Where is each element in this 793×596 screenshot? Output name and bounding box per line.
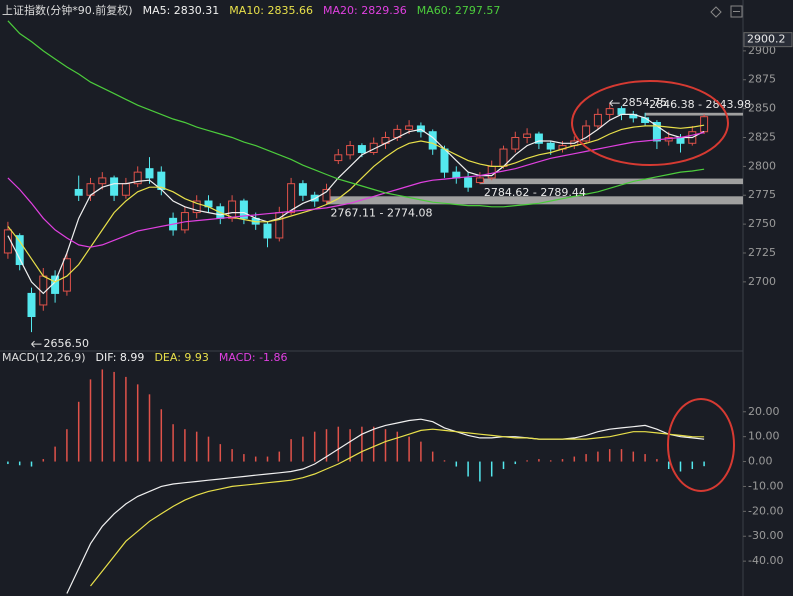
y-tick-label: 2800 xyxy=(748,159,776,172)
candle-body xyxy=(700,116,709,133)
series-line xyxy=(7,131,705,248)
y-tick-label: 2700 xyxy=(748,275,776,288)
highlight-circle xyxy=(667,398,735,492)
candle-body xyxy=(523,133,532,138)
zone-label: 2784.62 - 2789.44 xyxy=(484,186,586,199)
y-tick-label: 2875 xyxy=(748,73,776,86)
chart-title: 上证指数(分钟*90.前复权) xyxy=(2,3,133,17)
zone-label: 2767.11 - 2774.08 xyxy=(331,206,433,219)
candle-body xyxy=(287,183,296,214)
legend-entry: MA60: 2797.57 xyxy=(417,4,501,17)
y-tick-label: 0.00 xyxy=(748,455,773,468)
candle-body xyxy=(346,145,355,156)
y-tick-label: -20.00 xyxy=(748,504,783,517)
candle-body xyxy=(74,188,83,196)
candle-body xyxy=(405,125,414,130)
y-tick-label: -30.00 xyxy=(748,529,783,542)
y-tick-label: -10.00 xyxy=(748,479,783,492)
candle-body xyxy=(546,142,555,150)
legend-entry: MA10: 2835.66 xyxy=(229,4,313,17)
legend-entry: DIF: 8.99 xyxy=(96,351,145,364)
legend-entry: MACD: -1.86 xyxy=(219,351,288,364)
annotation-arrow xyxy=(31,340,42,348)
candle-body xyxy=(192,200,201,214)
candle-body xyxy=(593,113,602,127)
annotation-label: 2854.75 xyxy=(622,96,668,109)
candle-body xyxy=(121,183,130,196)
gap-zone xyxy=(645,112,743,116)
candle-body xyxy=(464,177,473,188)
legend-entry: MA20: 2829.36 xyxy=(323,4,407,17)
toolbar-icons xyxy=(710,5,743,18)
series-line xyxy=(7,113,705,295)
candle-body xyxy=(263,223,272,239)
macd-panel xyxy=(7,369,705,594)
price-panel xyxy=(3,20,743,333)
y-tick-label: 10.00 xyxy=(748,430,780,443)
candle-body xyxy=(452,171,461,179)
gap-zone xyxy=(479,178,743,185)
y-tick-label: -40.00 xyxy=(748,554,783,567)
y-tick-label: 20.00 xyxy=(748,405,780,418)
y-tick-label: 2750 xyxy=(748,217,776,230)
candle-body xyxy=(357,145,366,154)
collapse-icon[interactable] xyxy=(730,5,743,18)
price-marker: 2900.2 xyxy=(747,33,786,46)
candle-body xyxy=(239,200,248,219)
candle-body xyxy=(298,183,307,196)
overlay: 2700272527502775280028252850287529002900… xyxy=(2,3,793,567)
y-tick-label: 2850 xyxy=(748,102,776,115)
gap-zone xyxy=(326,196,743,205)
candle-body xyxy=(534,133,543,144)
highlight-circle xyxy=(571,80,729,166)
candle-body xyxy=(605,108,614,115)
candle-body xyxy=(511,136,520,150)
legend-entry: MA5: 2830.31 xyxy=(143,4,220,17)
y-tick-label: 2825 xyxy=(748,130,776,143)
candle-body xyxy=(676,136,685,144)
price-marker-box xyxy=(743,32,793,48)
candle-body xyxy=(110,177,119,196)
candle-body xyxy=(334,154,343,162)
candle-body xyxy=(145,168,154,179)
candle-body xyxy=(475,177,484,184)
candle-body xyxy=(322,188,331,202)
series-line xyxy=(66,418,705,594)
series-line xyxy=(7,20,705,208)
legend-entry: DEA: 9.93 xyxy=(154,351,208,364)
candle-body xyxy=(133,171,142,185)
candle-body xyxy=(15,235,24,266)
candle-body xyxy=(440,148,449,173)
annotation-arrow xyxy=(609,99,620,107)
candle-body xyxy=(652,121,661,142)
y-tick-label: 2775 xyxy=(748,188,776,201)
candle-body xyxy=(228,200,237,219)
y-tick-label: 2725 xyxy=(748,246,776,259)
candle-body xyxy=(617,108,626,115)
candle-body xyxy=(62,258,71,292)
diamond-icon[interactable] xyxy=(710,6,722,18)
series-line xyxy=(90,428,705,587)
candle-body xyxy=(582,125,591,142)
zone-label: 2846.38 - 2843.98 xyxy=(649,98,751,111)
candle-body xyxy=(27,292,36,318)
annotation-label: 2656.50 xyxy=(44,337,90,350)
candle-body xyxy=(98,177,107,185)
chart-title: MACD(12,26,9) xyxy=(2,351,86,364)
